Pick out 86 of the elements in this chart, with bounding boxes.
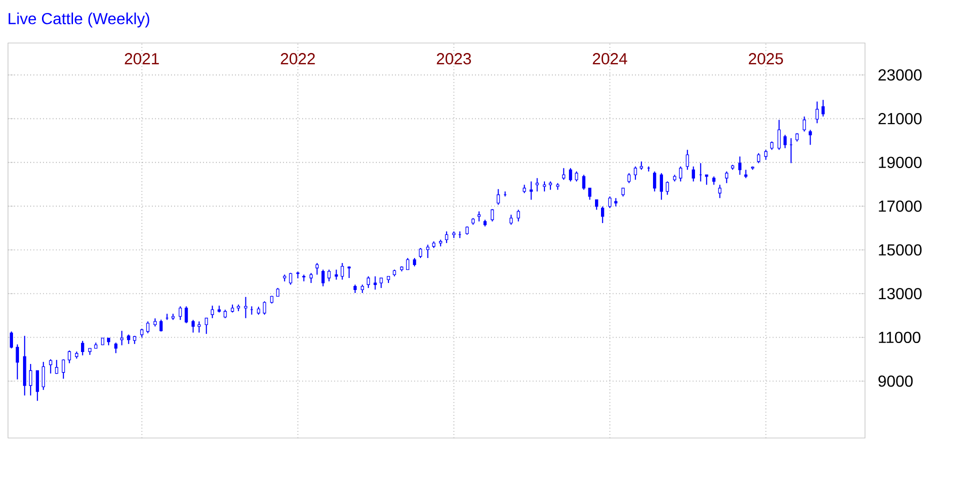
candlestick [374,276,377,290]
candlestick [608,196,612,209]
candlestick [510,214,513,226]
candlestick [10,330,13,349]
x-tick-label: 2024 [592,53,628,64]
candlestick [679,166,682,182]
candlestick [380,277,383,288]
candlestick [204,318,208,334]
x-tick-label: 2025 [748,53,783,64]
candlestick [327,269,331,282]
candlestick [340,262,344,280]
candlestick [822,99,825,118]
candlestick [210,305,214,319]
candlestick [660,172,663,200]
x-tick-label: 2023 [436,53,471,64]
candlestick [16,344,19,380]
candlestick [588,188,592,200]
candlestick [444,230,448,244]
candlestick [244,296,248,319]
candlestick [198,320,201,334]
candlestick [490,208,494,222]
candlestick [595,199,598,210]
candlestick [81,340,84,356]
candlestick [315,262,319,276]
y-tick-label: 21000 [878,113,922,124]
candlestick [634,166,638,180]
candlestick [406,257,410,270]
candlestick [334,269,338,280]
candlestick [627,172,631,184]
candlestick [36,370,39,402]
y-tick-label: 15000 [878,244,922,256]
candlestick [120,330,124,346]
candlestick [666,180,669,196]
candlestick [562,168,566,180]
candlestick [178,306,182,320]
candlestick [686,149,690,170]
candlestick [42,361,45,390]
candlestick [764,149,768,160]
candlestick [418,247,422,259]
candlestick [582,174,586,190]
candlestick [310,272,313,284]
candlestick [114,342,118,354]
candlestick [496,188,500,206]
y-tick-label: 13000 [878,288,922,300]
candlestick [184,306,188,324]
candlestick [146,320,150,334]
y-tick-label: 23000 [878,69,922,81]
candlestick [530,180,533,200]
chart-title: Live Cattle (Weekly) [8,12,150,28]
candlestick [68,350,71,364]
x-tick-label: 2022 [280,53,315,64]
candlestick [601,206,604,224]
candlestick [55,359,58,374]
candlestick [516,209,520,222]
candlestick [692,166,695,182]
candlestick [477,210,481,222]
candlestick [808,129,812,146]
candlestick [262,300,266,316]
candlestick [738,156,742,176]
candlestick [757,152,760,164]
y-tick-label: 11000 [878,332,920,344]
y-tick-label: 17000 [878,200,922,212]
candlestick [542,180,546,192]
candlestick [784,134,787,149]
candlestick [816,101,819,124]
candlestick [192,319,195,334]
candlestick [29,363,32,396]
candlestick [159,319,163,332]
candlestick [366,276,370,288]
candlestick [653,170,656,192]
x-tick-label: 2021 [124,53,159,64]
candlestick [802,116,806,132]
candlestick [49,358,52,374]
y-tick-label: 9000 [878,375,913,387]
candlestick [778,119,781,150]
candlestick [718,184,722,199]
candlestick [725,170,728,184]
candlestick [574,170,578,182]
candlestick [536,178,539,192]
y-tick-label: 19000 [878,156,922,168]
candlestick [705,174,708,186]
candlestick [568,168,572,182]
candlestick [426,244,430,259]
candlestick [127,334,130,344]
candlestick [321,269,325,287]
candlestick [62,358,65,380]
